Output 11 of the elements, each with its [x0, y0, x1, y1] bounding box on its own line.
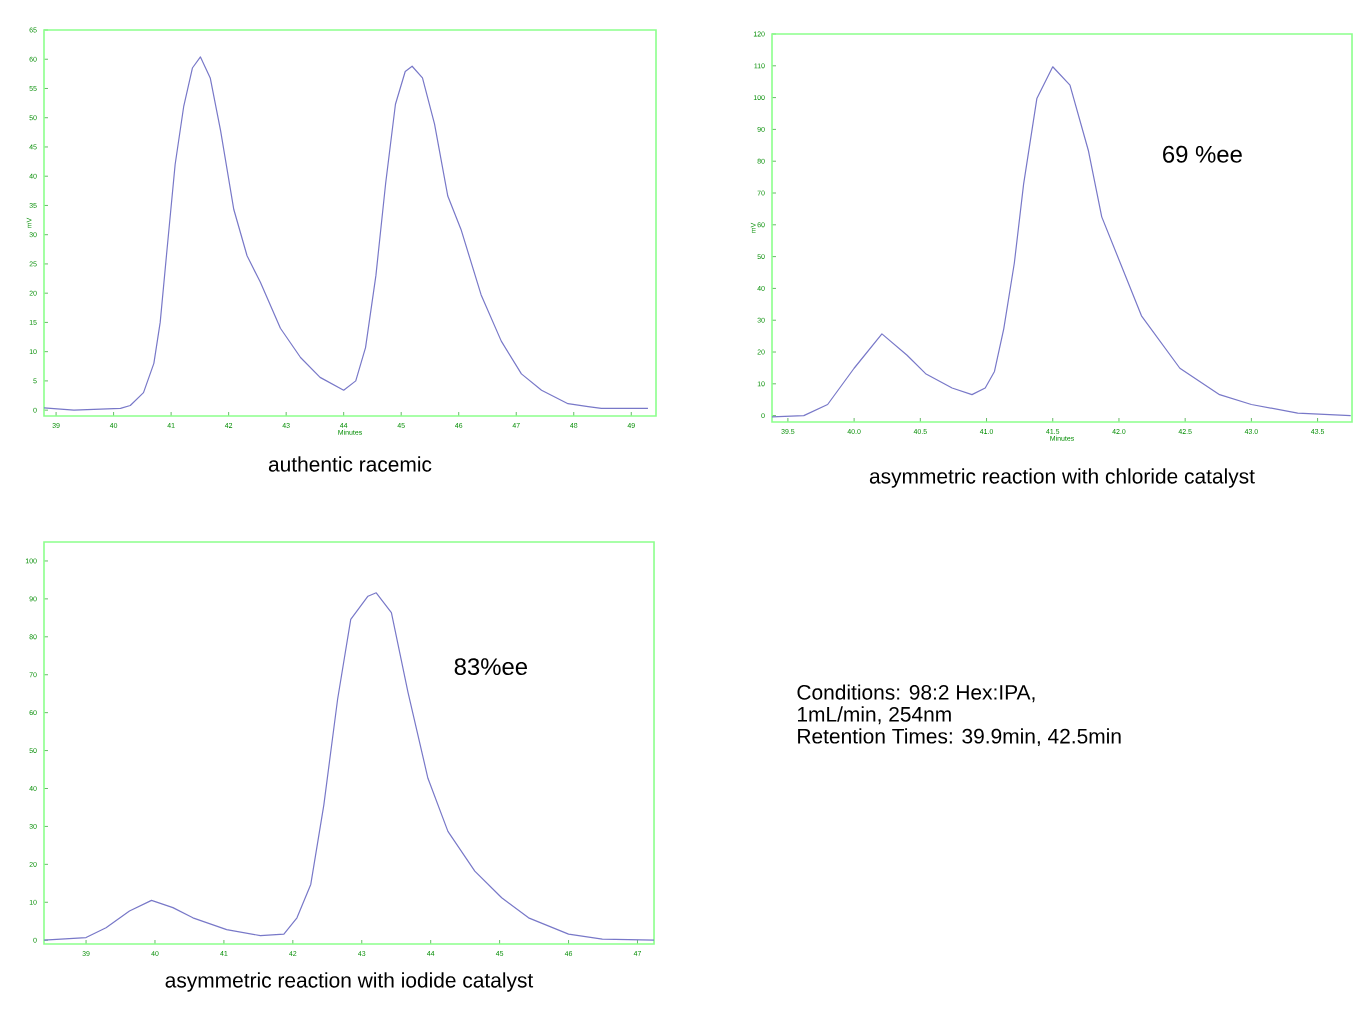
text: 1mL/min, 254nm: [798, 706, 951, 725]
line-series: [44, 56, 649, 411]
text: authentic racemic: [268, 456, 432, 472]
text: Retention Times: 39.9min, 42.5min: [798, 728, 1121, 747]
line-series: [772, 66, 1352, 418]
annotation: 69 %ee: [1163, 145, 1242, 163]
text: asymmetric reaction with chloride catalyst: [869, 468, 1255, 488]
text: asymmetric reaction with iodide catalyst: [165, 972, 534, 992]
line-series: [44, 592, 655, 941]
annotation: 83%ee: [454, 658, 528, 676]
text: Conditions: 98:2 Hex:IPA,: [797, 684, 1035, 703]
